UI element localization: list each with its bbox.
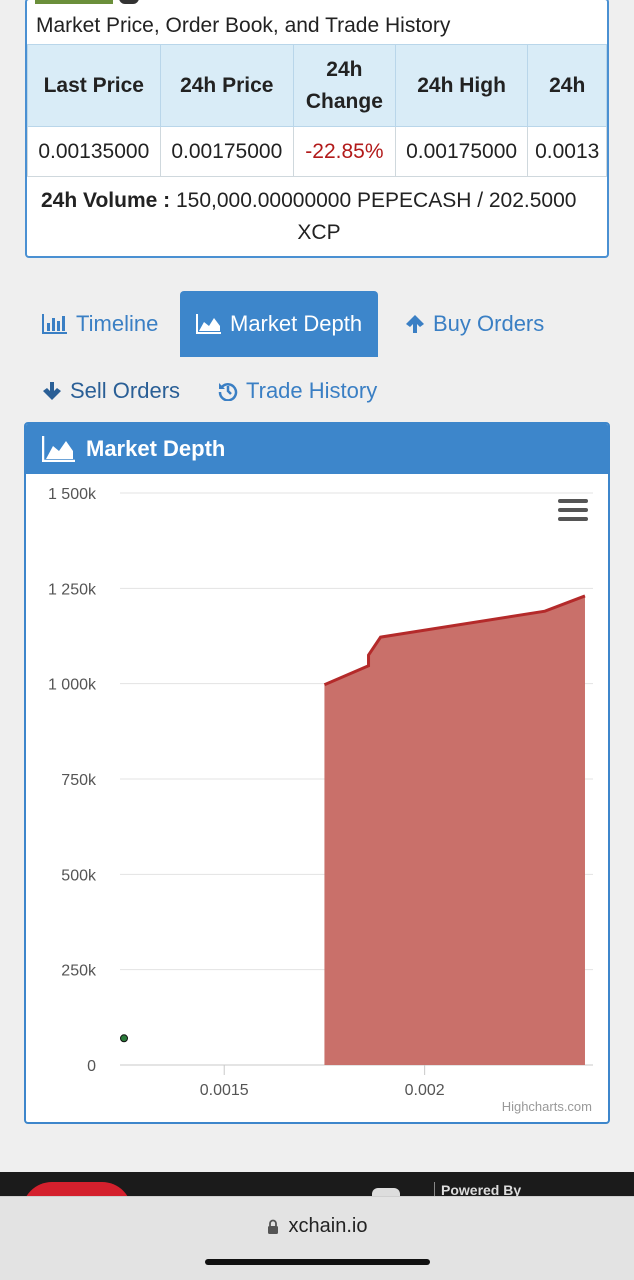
asset-thumbnail (35, 0, 113, 4)
value-24h-change: -22.85% (292, 126, 396, 177)
powered-by-text: Powered By (434, 1182, 521, 1198)
header-24h-price: 24h Price (159, 44, 294, 127)
value-24h-high: 0.00175000 (394, 126, 529, 177)
header-24h-high: 24h High (394, 44, 529, 127)
chart-panel-header: Market Depth (26, 424, 608, 474)
depth-line (323, 594, 586, 687)
arrow-up-icon (406, 315, 424, 333)
market-summary-panel: Market Price, Order Book, and Trade Hist… (25, 0, 609, 258)
scatter-point (120, 1034, 129, 1043)
y-tick-label: 1 500k (48, 486, 97, 503)
volume-row: 24h Volume : 150,000.00000000 PEPECASH /… (27, 176, 607, 256)
arrow-down-icon (43, 382, 61, 400)
header-24h-change: 24h Change (292, 44, 396, 127)
chart-credit[interactable]: Highcharts.com (501, 1099, 592, 1114)
x-tick-label: 0.0015 (200, 1082, 249, 1099)
home-indicator[interactable] (205, 1259, 430, 1265)
y-tick-label: 750k (61, 772, 97, 789)
tab-timeline[interactable]: Timeline (42, 307, 158, 341)
tab-sell-orders-label: Sell Orders (70, 378, 181, 403)
tab-market-depth-label: Market Depth (230, 311, 363, 336)
lock-icon (267, 1219, 278, 1234)
tab-sell-orders[interactable]: Sell Orders (42, 374, 180, 408)
y-tick-label: 1 250k (48, 581, 97, 598)
area-chart-icon (196, 314, 221, 334)
panel-subtitle: Market Price, Order Book, and Trade Hist… (36, 14, 451, 37)
market-depth-panel: Market Depth 0 250k 500k 750k 1 000k 1 250k 1 … (24, 422, 610, 1124)
y-tick-label: 1 000k (48, 677, 97, 694)
x-tick-label: 0.002 (405, 1082, 445, 1099)
chart-panel-title: Market Depth (86, 436, 226, 461)
area-chart-icon (42, 436, 75, 462)
tab-timeline-label: Timeline (76, 311, 159, 336)
browser-address-bar[interactable]: xchain.io (0, 1196, 634, 1280)
header-24h-low: 24h (527, 44, 607, 127)
volume-label: 24h Volume : (41, 189, 171, 212)
tab-buy-orders-label: Buy Orders (433, 311, 545, 336)
price-stats-table: Last Price 24h Price 24h Change 24h High… (27, 44, 607, 177)
tab-trade-history[interactable]: Trade History (218, 374, 377, 408)
browser-url: xchain.io (288, 1215, 368, 1237)
value-24h-price: 0.00175000 (159, 126, 294, 177)
chart-menu-icon[interactable] (558, 499, 588, 523)
y-tick-label: 250k (61, 963, 97, 980)
history-icon (218, 383, 238, 401)
y-tick-label: 0 (87, 1058, 96, 1075)
tab-market-depth[interactable]: Market Depth (180, 291, 379, 357)
tab-trade-history-label: Trade History (246, 378, 378, 403)
tab-buy-orders[interactable]: Buy Orders (405, 307, 544, 341)
bar-chart-icon (42, 314, 67, 334)
partner-logo (372, 1188, 400, 1198)
volume-value: 150,000.00000000 PEPECASH / 202.5000 (175, 189, 577, 212)
value-last-price: 0.00135000 (27, 126, 161, 177)
depth-area (324, 595, 585, 1065)
asset-title-fragment (119, 0, 139, 4)
value-24h-low: 0.0013 (527, 126, 607, 177)
volume-unit: XCP (297, 221, 341, 244)
market-depth-chart: 0 250k 500k 750k 1 000k 1 250k 1 500k 0.0015 0.0… (48, 486, 593, 1099)
y-tick-label: 500k (61, 867, 97, 884)
header-last-price: Last Price (27, 44, 161, 127)
